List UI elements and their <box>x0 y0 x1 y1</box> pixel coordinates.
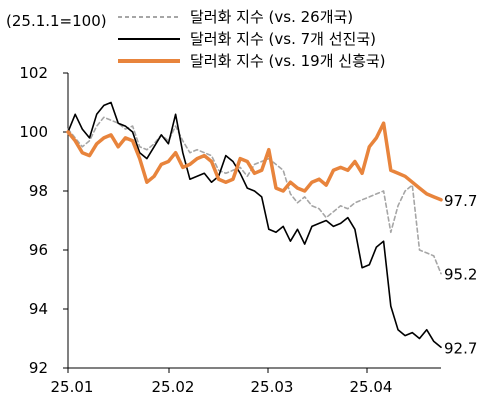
end-labels: 95.2 92.7 97.7 <box>444 192 477 358</box>
x-ticks: 25.01 25.02 25.03 25.04 <box>51 368 393 396</box>
legend-swatch-26 <box>118 12 180 22</box>
y-ticks: 102 100 98 96 94 92 <box>19 64 68 377</box>
end-label-0: 95.2 <box>444 266 477 284</box>
y-tick-label: 100 <box>19 123 48 141</box>
x-tick-label: 25.03 <box>251 378 294 396</box>
end-label-2: 97.7 <box>444 192 477 210</box>
series-line-1 <box>67 101 442 349</box>
legend-item-19: 달러화 지수 (vs. 19개 신흥국) <box>118 50 386 72</box>
y-tick-label: 92 <box>29 359 48 377</box>
end-label-1: 92.7 <box>444 339 477 357</box>
y-tick-label: 94 <box>29 300 48 318</box>
legend-label-26: 달러화 지수 (vs. 26개국) <box>190 8 354 26</box>
series-layer <box>66 101 443 349</box>
legend-item-7: 달러화 지수 (vs. 7개 선진국) <box>118 28 386 50</box>
x-tick-label: 25.02 <box>152 378 195 396</box>
chart-legend: 달러화 지수 (vs. 26개국) 달러화 지수 (vs. 7개 선진국) 달러… <box>118 6 386 72</box>
legend-swatch-19 <box>118 56 180 66</box>
x-tick-label: 25.04 <box>350 378 393 396</box>
legend-swatch-7 <box>118 34 180 44</box>
y-unit-label: (25.1.1=100) <box>6 12 107 30</box>
legend-item-26: 달러화 지수 (vs. 26개국) <box>118 6 386 28</box>
series-line-0 <box>67 116 442 275</box>
legend-label-7: 달러화 지수 (vs. 7개 선진국) <box>190 30 376 48</box>
x-tick-label: 25.01 <box>51 378 94 396</box>
y-tick-label: 98 <box>29 182 48 200</box>
y-tick-label: 96 <box>29 241 48 259</box>
legend-label-19: 달러화 지수 (vs. 19개 신흥국) <box>190 52 386 70</box>
y-tick-label: 102 <box>19 64 48 82</box>
series-line-2 <box>66 121 443 202</box>
